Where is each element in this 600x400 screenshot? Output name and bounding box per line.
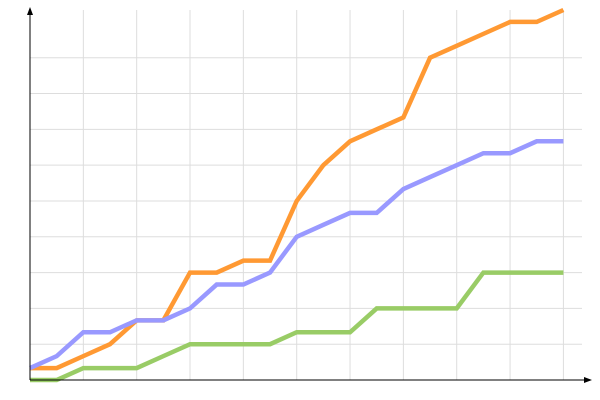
- y-axis-arrow-icon: [27, 7, 33, 15]
- axes: [27, 7, 592, 383]
- grid-lines: [30, 10, 582, 380]
- x-axis-arrow-icon: [584, 377, 592, 383]
- series-line-1: [30, 7, 565, 371]
- series-line-3: [30, 270, 564, 383]
- series-line-2: [29, 139, 564, 371]
- series-lines: [29, 7, 565, 383]
